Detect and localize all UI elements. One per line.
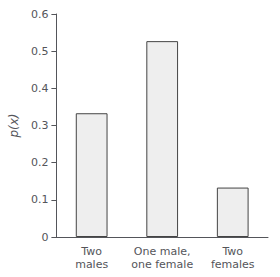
- svg-text:males: males: [75, 258, 108, 271]
- svg-text:one female: one female: [131, 258, 193, 271]
- svg-text:p(x): p(x): [7, 113, 21, 138]
- svg-text:0.6: 0.6: [31, 8, 49, 21]
- svg-text:0: 0: [41, 231, 48, 244]
- svg-text:One male,: One male,: [134, 245, 191, 258]
- svg-text:0.3: 0.3: [31, 119, 49, 132]
- svg-text:0.1: 0.1: [31, 193, 49, 206]
- svg-text:0.2: 0.2: [31, 156, 49, 169]
- svg-text:females: females: [211, 258, 255, 271]
- svg-text:Two: Two: [221, 245, 243, 258]
- svg-text:Two: Two: [80, 245, 102, 258]
- svg-text:0.4: 0.4: [31, 82, 49, 95]
- svg-text:0.5: 0.5: [31, 45, 49, 58]
